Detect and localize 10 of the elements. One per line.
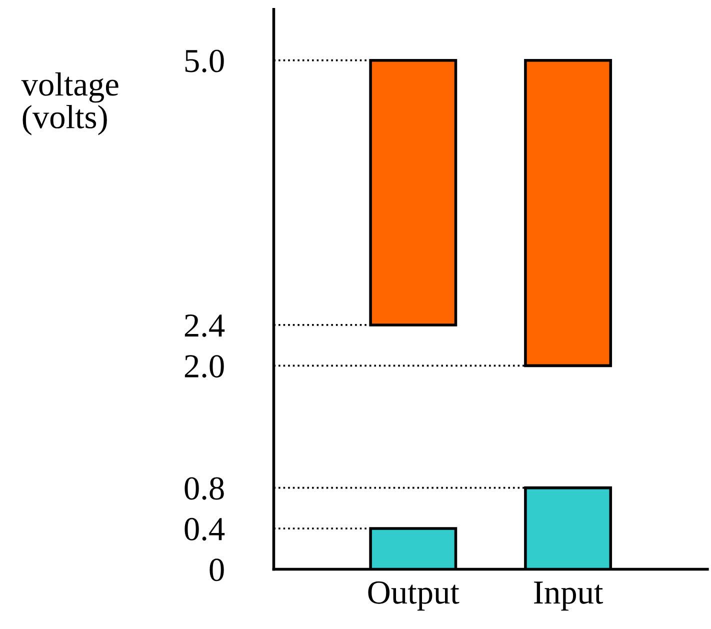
y-tick-label: 5.0: [185, 50, 224, 72]
y-tick-label: 0.4: [184, 518, 225, 541]
y-axis-title: voltage (volts): [21, 72, 118, 136]
x-tick-label: Output: [368, 581, 460, 611]
bar: [369, 58, 458, 326]
y-tick-label: 0.8: [184, 477, 224, 500]
y-tick-label: 2.4: [184, 314, 225, 338]
y-tick-label: 2.0: [184, 355, 224, 378]
y-tick-label: 0: [210, 558, 224, 582]
x-tick-label: Input: [534, 582, 604, 611]
